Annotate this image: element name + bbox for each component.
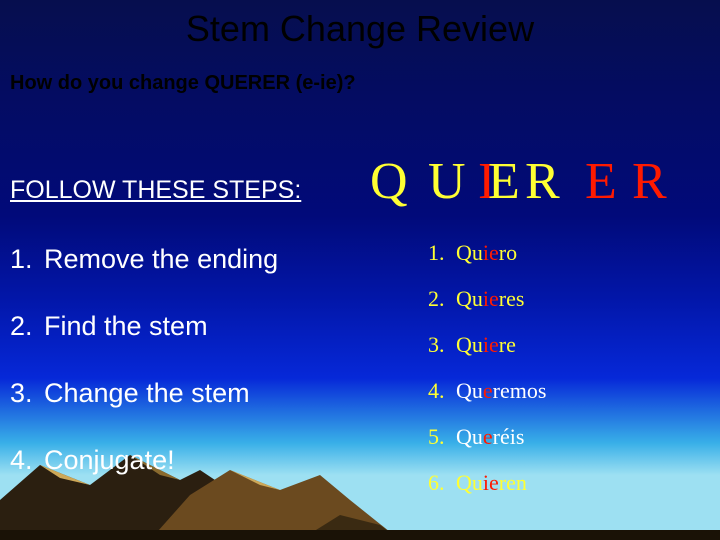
follow-steps-label: FOLLOW THESE STEPS: [10, 176, 301, 205]
conjugation-list: 1.Quiero2.Quieres3.Quiere4.Queremos5.Que… [428, 240, 546, 516]
conjugation-word: Quieres [456, 286, 524, 311]
word-letter: E [585, 152, 617, 211]
slide-title: Stem Change Review [0, 0, 720, 50]
conjugation-item: 6.Quieren [428, 470, 546, 496]
step-item: 2.Find the stem [10, 311, 278, 342]
word-letter: R [632, 152, 667, 211]
question-text: How do you change QUERER (e-ie)? [10, 72, 720, 95]
conjugation-word: Queréis [456, 424, 524, 449]
step-text: Find the stem [44, 311, 208, 341]
word-letter: E [488, 152, 520, 211]
step-item: 3.Change the stem [10, 378, 278, 409]
step-item: 1.Remove the ending [10, 244, 278, 275]
conjugation-number: 1. [428, 240, 456, 266]
conjugation-item: 5.Queréis [428, 424, 546, 450]
conjugation-word: Quiere [456, 332, 516, 357]
conjugation-item: 2.Quieres [428, 286, 546, 312]
conjugation-item: 3.Quiere [428, 332, 546, 358]
conjugation-word: Queremos [456, 378, 546, 403]
word-letter: U [428, 152, 466, 211]
conjugation-item: 4.Queremos [428, 378, 546, 404]
word-letter: R [525, 152, 560, 211]
step-number: 4. [10, 445, 44, 476]
step-number: 1. [10, 244, 44, 275]
steps-list: 1.Remove the ending 2.Find the stem 3.Chan… [10, 244, 278, 512]
step-item: 4.Conjugate! [10, 445, 278, 476]
conjugation-number: 2. [428, 286, 456, 312]
conjugation-number: 6. [428, 470, 456, 496]
step-text: Change the stem [44, 378, 250, 408]
conjugation-word: Quieren [456, 470, 527, 495]
step-number: 3. [10, 378, 44, 409]
conjugation-number: 4. [428, 378, 456, 404]
stem-word-display: QUIERER [370, 152, 710, 212]
step-text: Remove the ending [44, 244, 278, 274]
conjugation-number: 3. [428, 332, 456, 358]
conjugation-word: Quiero [456, 240, 517, 265]
step-text: Conjugate! [44, 445, 175, 475]
conjugation-item: 1.Quiero [428, 240, 546, 266]
conjugation-number: 5. [428, 424, 456, 450]
step-number: 2. [10, 311, 44, 342]
word-letter: Q [370, 152, 408, 211]
